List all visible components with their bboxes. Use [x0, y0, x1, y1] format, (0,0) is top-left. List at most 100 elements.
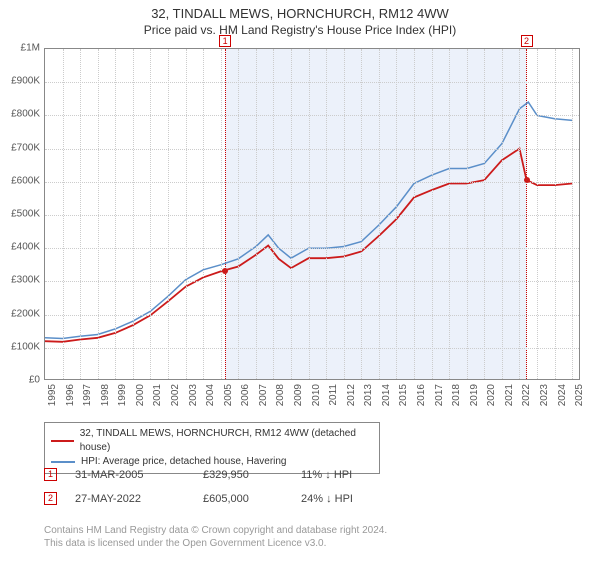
sale-diff: 11% HPI	[301, 469, 411, 481]
xtick-label: 2017	[434, 384, 445, 406]
gridline-v	[449, 49, 450, 379]
xtick-label: 2018	[451, 384, 462, 406]
gridline-v	[203, 49, 204, 379]
ytick-label: £0	[4, 375, 40, 386]
gridline-v	[537, 49, 538, 379]
sale-marker-box: 1	[219, 35, 231, 47]
xtick-label: 2007	[258, 384, 269, 406]
xtick-label: 2014	[381, 384, 392, 406]
gridline-v	[273, 49, 274, 379]
xtick-label: 2011	[328, 384, 339, 406]
xtick-label: 2008	[275, 384, 286, 406]
gridline-v	[291, 49, 292, 379]
gridline-v	[502, 49, 503, 379]
xtick-label: 1996	[65, 384, 76, 406]
xtick-label: 1999	[117, 384, 128, 406]
legend-label-hpi: HPI: Average price, detached house, Have…	[81, 455, 287, 469]
gridline-h	[45, 281, 579, 282]
xtick-label: 2003	[188, 384, 199, 406]
gridline-h	[45, 315, 579, 316]
gridline-v	[379, 49, 380, 379]
ytick-label: £100K	[4, 341, 40, 352]
xtick-label: 2024	[557, 384, 568, 406]
xtick-label: 2002	[170, 384, 181, 406]
gridline-v	[63, 49, 64, 379]
legend-swatch-property	[51, 440, 74, 442]
gridline-h	[45, 348, 579, 349]
xtick-label: 2022	[521, 384, 532, 406]
xtick-label: 2021	[504, 384, 515, 406]
gridline-h	[45, 215, 579, 216]
ytick-label: £500K	[4, 209, 40, 220]
xtick-label: 2004	[205, 384, 216, 406]
gridline-v	[115, 49, 116, 379]
xtick-label: 2005	[223, 384, 234, 406]
arrow-down-icon	[322, 469, 331, 481]
legend-swatch-hpi	[51, 461, 75, 463]
ytick-label: £600K	[4, 175, 40, 186]
gridline-v	[361, 49, 362, 379]
sale-marker-icon: 1	[44, 468, 57, 481]
gridline-v	[326, 49, 327, 379]
sale-dot	[222, 268, 228, 274]
ytick-label: £200K	[4, 308, 40, 319]
gridline-v	[484, 49, 485, 379]
gridline-v	[256, 49, 257, 379]
xtick-label: 2010	[311, 384, 322, 406]
gridline-v	[396, 49, 397, 379]
ytick-label: £1M	[4, 43, 40, 54]
sale-price: £329,950	[203, 469, 283, 481]
sale-date: 27-MAY-2022	[75, 493, 185, 505]
ytick-label: £800K	[4, 109, 40, 120]
gridline-v	[519, 49, 520, 379]
gridline-v	[414, 49, 415, 379]
sale-marker-box: 2	[521, 35, 533, 47]
xtick-label: 2009	[293, 384, 304, 406]
gridline-v	[98, 49, 99, 379]
gridline-v	[344, 49, 345, 379]
sale-row: 1 31-MAR-2005 £329,950 11% HPI	[44, 468, 411, 481]
gridline-h	[45, 82, 579, 83]
xtick-label: 2016	[416, 384, 427, 406]
gridline-v	[133, 49, 134, 379]
gridline-h	[45, 248, 579, 249]
gridline-v	[238, 49, 239, 379]
xtick-label: 2006	[240, 384, 251, 406]
legend-row: 32, TINDALL MEWS, HORNCHURCH, RM12 4WW (…	[51, 427, 373, 455]
legend-label-property: 32, TINDALL MEWS, HORNCHURCH, RM12 4WW (…	[80, 427, 373, 455]
xtick-label: 2019	[469, 384, 480, 406]
xtick-label: 2013	[363, 384, 374, 406]
plot-svg	[45, 49, 579, 379]
chart-subtitle: Price paid vs. HM Land Registry's House …	[0, 23, 600, 37]
xtick-label: 1998	[100, 384, 111, 406]
gridline-v	[80, 49, 81, 379]
footer-note: Contains HM Land Registry data © Crown c…	[44, 524, 564, 550]
gridline-v	[432, 49, 433, 379]
xtick-label: 2012	[346, 384, 357, 406]
sale-date: 31-MAR-2005	[75, 469, 185, 481]
xtick-label: 1995	[47, 384, 58, 406]
ytick-label: £900K	[4, 76, 40, 87]
sale-marker-icon: 2	[44, 492, 57, 505]
chart-container: 32, TINDALL MEWS, HORNCHURCH, RM12 4WW P…	[0, 6, 600, 566]
gridline-h	[45, 182, 579, 183]
gridline-v	[555, 49, 556, 379]
chart-title: 32, TINDALL MEWS, HORNCHURCH, RM12 4WW	[0, 6, 600, 21]
xtick-label: 2000	[135, 384, 146, 406]
gridline-v	[309, 49, 310, 379]
legend-row: HPI: Average price, detached house, Have…	[51, 455, 373, 469]
xtick-label: 2020	[486, 384, 497, 406]
xtick-label: 2001	[152, 384, 163, 406]
sale-diff: 24% HPI	[301, 493, 411, 505]
gridline-v	[467, 49, 468, 379]
arrow-down-icon	[323, 493, 332, 505]
xtick-label: 2015	[398, 384, 409, 406]
sale-row: 2 27-MAY-2022 £605,000 24% HPI	[44, 492, 411, 505]
gridline-h	[45, 149, 579, 150]
ytick-label: £400K	[4, 242, 40, 253]
gridline-v	[186, 49, 187, 379]
xtick-label: 1997	[82, 384, 93, 406]
sale-dot	[524, 177, 530, 183]
gridline-v	[572, 49, 573, 379]
xtick-label: 2025	[574, 384, 585, 406]
